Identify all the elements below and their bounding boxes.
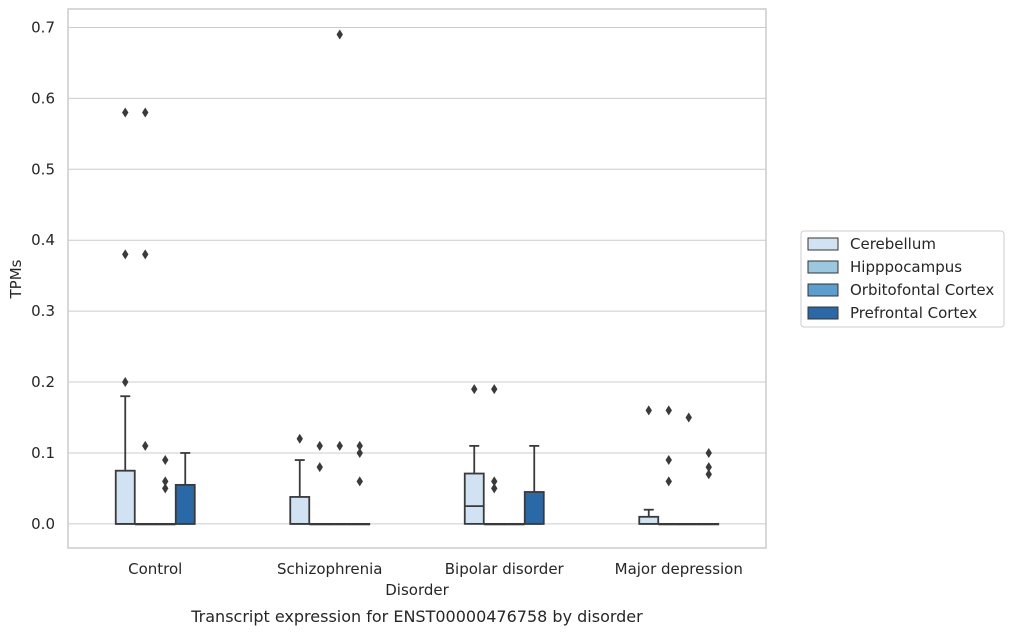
- legend-label: Hipppocampus: [850, 258, 962, 276]
- outlier-point: [316, 440, 323, 451]
- outlier-point: [336, 29, 343, 40]
- outlier-point: [705, 447, 712, 458]
- outlier-point: [122, 249, 129, 260]
- outlier-point: [665, 476, 672, 487]
- outlier-point: [665, 455, 672, 466]
- y-tick-label: 0.7: [31, 18, 55, 36]
- legend-label: Prefrontal Cortex: [850, 304, 977, 322]
- box-body: [174, 483, 196, 525]
- x-tick-label: Schizophrenia: [277, 560, 382, 578]
- y-axis-label: TPMs: [7, 259, 25, 299]
- box-3-1: [658, 405, 680, 526]
- legend-swatch: [807, 306, 839, 320]
- outlier-point: [142, 107, 149, 118]
- box-body: [523, 491, 545, 525]
- box-0-3: [174, 452, 196, 525]
- outlier-point: [705, 469, 712, 480]
- legend-swatch: [807, 237, 839, 251]
- outlier-point: [471, 384, 478, 395]
- outlier-point: [685, 412, 692, 423]
- outlier-point: [665, 405, 672, 416]
- box-body: [463, 472, 485, 525]
- outlier-point: [356, 447, 363, 458]
- outlier-point: [705, 462, 712, 473]
- box-0-2: [154, 455, 176, 526]
- box-2-0: [463, 384, 485, 525]
- box-2-1: [483, 384, 505, 526]
- box-1-3: [349, 440, 371, 526]
- legend-frame: [800, 230, 1005, 328]
- outlier-point: [491, 476, 498, 487]
- box-layer: [114, 29, 720, 526]
- y-tick-label: 0.5: [31, 160, 55, 178]
- box-0-0: [114, 107, 136, 525]
- grid-layer: [68, 26, 766, 525]
- y-tick-label: 0.4: [31, 231, 55, 249]
- legend: Cerebellum Hipppocampus Orbitofontal Corte…: [800, 230, 1005, 328]
- y-tick-label: 0.0: [31, 515, 55, 533]
- outlier-point: [296, 433, 303, 444]
- outlier-point: [122, 377, 129, 388]
- box-0-1: [134, 107, 156, 526]
- outlier-point: [122, 107, 129, 118]
- chart-caption: Transcript expression for ENST0000047675…: [190, 607, 643, 626]
- y-tick-label: 0.3: [31, 302, 55, 320]
- box-1-0: [289, 433, 311, 525]
- box-body: [114, 469, 136, 525]
- box-1-2: [329, 29, 351, 526]
- x-axis-label: Disorder: [385, 581, 449, 599]
- outlier-point: [491, 483, 498, 494]
- outlier-point: [336, 440, 343, 451]
- outlier-point: [356, 476, 363, 487]
- legend-label: Cerebellum: [850, 235, 936, 253]
- tick-layer: 0.0 0.1 0.2 0.3 0.4 0.5 0.6 0.7 Control Schizophr…: [31, 18, 743, 578]
- outlier-point: [142, 440, 149, 451]
- x-tick-label: Major depression: [615, 560, 743, 578]
- box-body: [638, 515, 660, 525]
- outlier-point: [645, 405, 652, 416]
- legend-label: Orbitofontal Cortex: [850, 281, 994, 299]
- plot-frame: [67, 8, 767, 549]
- box-3-0: [638, 405, 660, 525]
- x-tick-label: Control: [128, 560, 182, 578]
- box-1-1: [309, 440, 331, 526]
- y-tick-label: 0.1: [31, 444, 55, 462]
- box-2-2: [503, 522, 525, 526]
- y-tick-label: 0.6: [31, 89, 55, 107]
- outlier-point: [142, 249, 149, 260]
- outlier-point: [316, 462, 323, 473]
- outlier-point: [491, 384, 498, 395]
- x-tick-label: Bipolar disorder: [445, 560, 565, 578]
- box-3-2: [678, 412, 700, 526]
- box-2-3: [523, 444, 545, 525]
- box-body: [289, 496, 311, 525]
- outlier-point: [356, 440, 363, 451]
- outlier-point: [162, 455, 169, 466]
- y-tick-label: 0.2: [31, 373, 55, 391]
- legend-swatch: [807, 260, 839, 274]
- box-3-3: [698, 447, 720, 526]
- legend-swatch: [807, 283, 839, 297]
- outlier-point: [162, 483, 169, 494]
- outlier-point: [162, 476, 169, 487]
